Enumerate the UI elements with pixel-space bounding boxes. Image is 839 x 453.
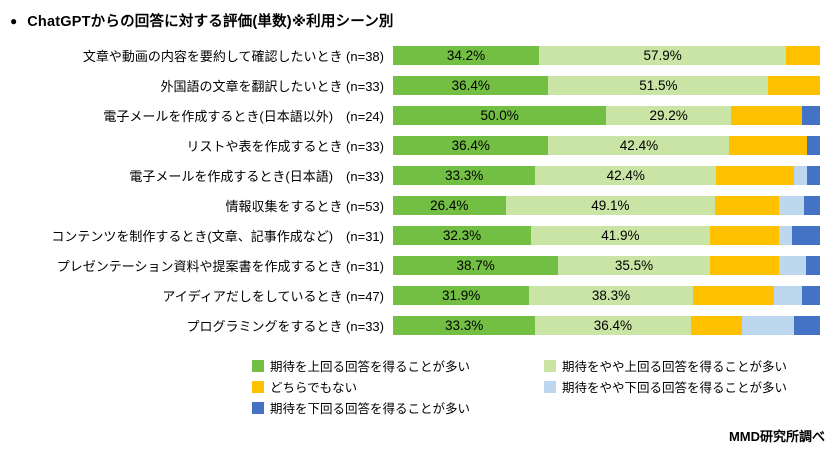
bar-segment: 50.0% [393,105,607,125]
bar-segment: 36.4% [393,75,549,95]
bar-segment [768,75,820,95]
bar-segment: 33.3% [393,315,536,335]
category-label: 文章や動画の内容を要約して確認したいとき (n=38) [82,48,384,64]
legend-item: どちらでもない [252,377,544,396]
bar-segment [806,255,820,275]
category-label: アイディアだしをしているとき (n=47) [162,288,384,304]
legend-item: 期待をやや上回る回答を得ることが多い [544,356,839,375]
bar-segment [716,165,794,185]
bar-segment: 33.3% [393,165,536,185]
bar-segment [803,195,820,215]
bar-segment: 38.3% [529,285,693,305]
legend-swatch-icon [252,359,264,372]
bar-track: 34.2% 57.9% [393,45,820,65]
bar-segment: 29.2% [606,105,731,125]
chart-rows: 文章や動画の内容を要約して確認したいとき (n=38) 34.2% 57.9% 外国語… [0,40,839,340]
category-label: 電子メールを作成するとき(日本語) (n=33) [129,168,384,184]
bar-segment [802,105,821,125]
legend-label: 期待をやや下回る回答を得ることが多い [562,381,788,395]
bar-segment: 36.4% [393,135,549,155]
bar-track: 50.0% 29.2% [393,105,821,125]
legend-label: どちらでもない [270,381,358,395]
chart-row: アイディアだしをしているとき (n=47) 31.9% 38.3% [0,280,839,310]
bar-segment [690,315,743,335]
bar-track: 26.4% 49.1% [393,195,820,215]
category-label: 電子メールを作成するとき(日本語以外) (n=24) [103,108,384,124]
chart-row: 文章や動画の内容を要約して確認したいとき (n=38) 34.2% 57.9% [0,40,839,70]
bar-segment: 36.4% [535,315,691,335]
legend-item: 期待を下回る回答を得ることが多い [252,398,544,417]
legend-label: 期待を上回る回答を得ることが多い [270,360,471,374]
bar-segment [778,255,807,275]
legend-swatch-icon [252,380,264,393]
chart-row: 電子メールを作成するとき(日本語) (n=33) 33.3% 42.4% [0,160,839,190]
bar-track: 38.7% 35.5% [393,255,820,275]
bar-track: 36.4% 51.5% [393,75,820,95]
bar-segment [715,195,780,215]
bar-segment: 49.1% [505,195,716,215]
bar-segment [709,255,779,275]
bar-segment [793,165,807,185]
bar-segment [729,135,808,155]
legend-swatch-icon [544,359,556,372]
bar-segment: 51.5% [548,75,769,95]
bar-segment [730,105,803,125]
bar-segment: 41.9% [530,225,710,245]
chart-row: プレゼンテーション資料や提案書を作成するとき (n=31) 38.7% 35.5% [0,250,839,280]
chart-header: ● ChatGPTからの回答に対する評価(単数)※利用シーン別 [0,0,839,31]
bar-track: 33.3% 42.4% [393,165,820,185]
category-label: コンテンツを制作するとき(文章、記事作成など) (n=31) [51,228,384,244]
category-label: プログラミングをするとき (n=33) [186,318,384,334]
bar-segment [709,225,779,245]
legend-item: 期待をやや下回る回答を得ることが多い [544,377,839,396]
page-title: ChatGPTからの回答に対する評価(単数)※利用シーン別 [27,14,394,30]
bar-segment: 38.7% [393,255,559,275]
chart-row: 電子メールを作成するとき(日本語以外) (n=24) 50.0% 29.2% [0,100,839,130]
legend-label: 期待を下回る回答を得ることが多い [270,402,471,416]
bar-segment [779,195,804,215]
legend-swatch-icon [252,401,264,414]
bar-segment [778,225,793,245]
bar-segment: 32.3% [393,225,531,245]
bar-track: 36.4% 42.4% [393,135,820,155]
legend: 期待を上回る回答を得ることが多い どちらでもない期待を下回る回答を得ることが多い 期… [252,355,839,418]
bar-track: 33.3% 36.4% [393,315,820,335]
source-credit: MMD研究所調べ [728,429,825,444]
bar-segment: 34.2% [393,45,540,65]
bar-segment [792,225,820,245]
bar-segment [793,315,820,335]
bar-track: 32.3% 41.9% [393,225,820,245]
legend-swatch-icon [544,380,556,393]
chart-row: リストや表を作成するとき (n=33) 36.4% 42.4% [0,130,839,160]
category-label: 情報収集をするとき (n=53) [225,198,384,214]
bullet-icon: ● [10,13,18,28]
legend-item: 期待を上回る回答を得ることが多い [252,356,544,375]
bar-segment: 26.4% [393,195,506,215]
chart-row: コンテンツを制作するとき(文章、記事作成など) (n=31) 32.3% 41.9% [0,220,839,250]
bar-segment [786,45,820,65]
bar-segment: 42.4% [535,165,717,185]
bar-track: 31.9% 38.3% [393,285,820,305]
category-label: プレゼンテーション資料や提案書を作成するとき (n=31) [56,258,384,274]
bar-segment: 31.9% [393,285,530,305]
bar-segment: 35.5% [558,255,710,275]
bar-segment [807,135,820,155]
stacked-bar-chart: 文章や動画の内容を要約して確認したいとき (n=38) 34.2% 57.9% 外国語… [0,40,839,418]
category-label: リストや表を作成するとき (n=33) [186,138,384,154]
chart-row: プログラミングをするとき (n=33) 33.3% 36.4% [0,310,839,340]
legend-label: 期待をやや上回る回答を得ることが多い [562,360,788,374]
bar-segment [742,315,794,335]
chart-row: 情報収集をするとき (n=53) 26.4% 49.1% [0,190,839,220]
chart-row: 外国語の文章を翻訳したいとき (n=33) 36.4% 51.5% [0,70,839,100]
bar-segment [774,285,802,305]
bar-segment [692,285,775,305]
bar-segment [806,165,820,185]
category-label: 外国語の文章を翻訳したいとき (n=33) [160,78,384,94]
bar-segment: 57.9% [539,45,787,65]
bar-segment [801,285,820,305]
bar-segment: 42.4% [548,135,730,155]
